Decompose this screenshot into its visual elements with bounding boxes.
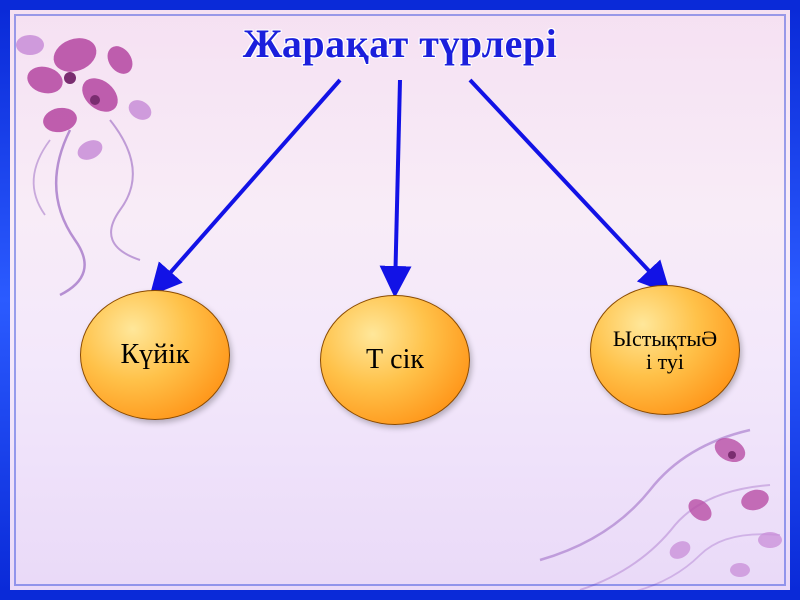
arrow-line [155, 80, 340, 290]
slide: Жарақат түрлері Күйік Т сік ЫстықтыӘ і т… [0, 0, 800, 600]
node-label: Күйік [120, 340, 189, 369]
arrow-line [470, 80, 665, 288]
diagram-title: Жарақат түрлері [0, 20, 800, 67]
node-circle-2: Т сік [320, 295, 470, 425]
node-label: Т сік [366, 345, 424, 374]
node-circle-3: ЫстықтыӘ і туі [590, 285, 740, 415]
node-label: ЫстықтыӘ і туі [613, 327, 717, 373]
node-circle-1: Күйік [80, 290, 230, 420]
arrow-line [395, 80, 400, 290]
